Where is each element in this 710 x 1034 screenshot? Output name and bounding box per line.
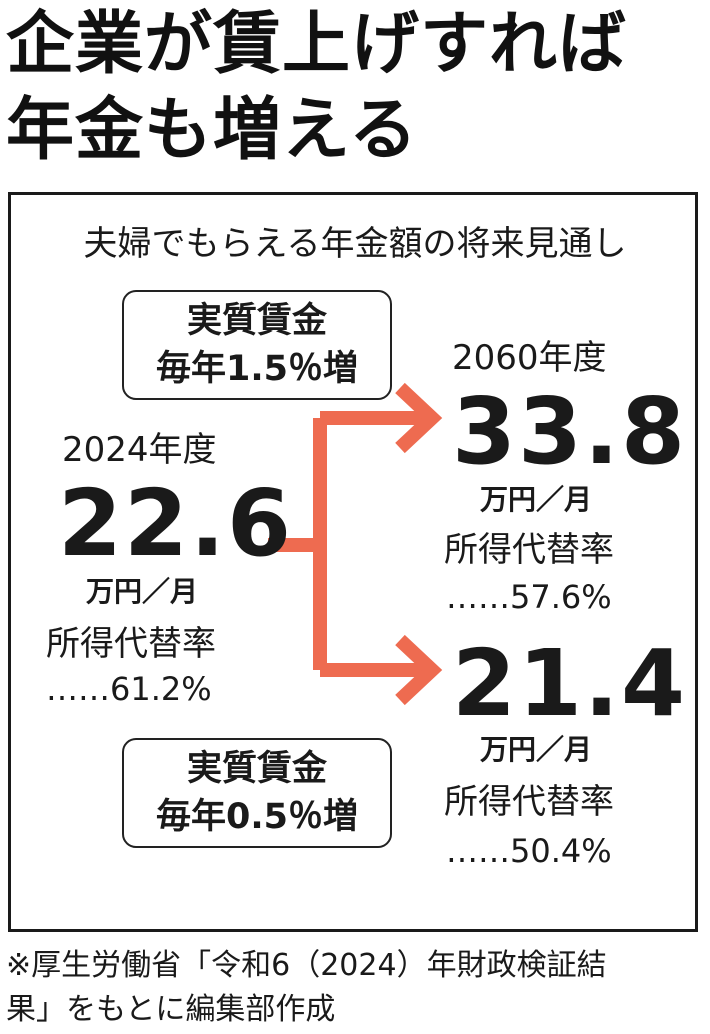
current-amount: 22.6	[58, 470, 293, 577]
future-low-amount: 21.4	[452, 630, 687, 737]
footnote-line-1: ※厚生労働省「令和6（2024）年財政検証結	[6, 948, 607, 983]
footnote-line-2: 果」をもとに編集部作成	[6, 992, 336, 1027]
future-low-unit: 万円／月	[480, 733, 593, 766]
current-year: 2024年度	[62, 430, 217, 470]
future-low-rate-value: ……50.4%	[446, 832, 612, 870]
wage-low-line-1: 実質賃金	[186, 749, 327, 789]
wage-high-line-1: 実質賃金	[186, 301, 327, 341]
diagram-panel	[8, 192, 698, 932]
future-high-rate-label: 所得代替率	[444, 530, 614, 570]
wage-low-line-2: 毎年0.5％増	[155, 797, 358, 837]
arrow-head-lower	[395, 634, 443, 706]
future-low-rate-label: 所得代替率	[444, 782, 614, 822]
headline: 企業が賃上げすれば 年金も増える	[6, 2, 706, 174]
wage-growth-low-box: 実質賃金 毎年0.5％増	[122, 738, 392, 848]
headline-line-1: 企業が賃上げすれば	[6, 5, 628, 84]
diagram-subtitle: 夫婦でもらえる年金額の将来見通し	[83, 224, 627, 264]
future-high-rate-value: ……57.6%	[446, 578, 612, 616]
wage-high-line-2: 毎年1.5％増	[155, 349, 358, 389]
current-unit: 万円／月	[86, 575, 199, 608]
future-high-unit: 万円／月	[480, 483, 593, 516]
wage-growth-high-box: 実質賃金 毎年1.5％増	[122, 290, 392, 400]
future-high-amount: 33.8	[452, 378, 687, 485]
arrow-head-upper	[395, 382, 443, 454]
source-footnote: ※厚生労働省「令和6（2024）年財政検証結 果」をもとに編集部作成	[6, 944, 706, 1032]
future-year: 2060年度	[452, 338, 607, 378]
current-rate-value: ……61.2%	[46, 670, 212, 708]
current-rate-label: 所得代替率	[46, 624, 216, 664]
headline-line-2: 年金も増える	[6, 91, 418, 170]
